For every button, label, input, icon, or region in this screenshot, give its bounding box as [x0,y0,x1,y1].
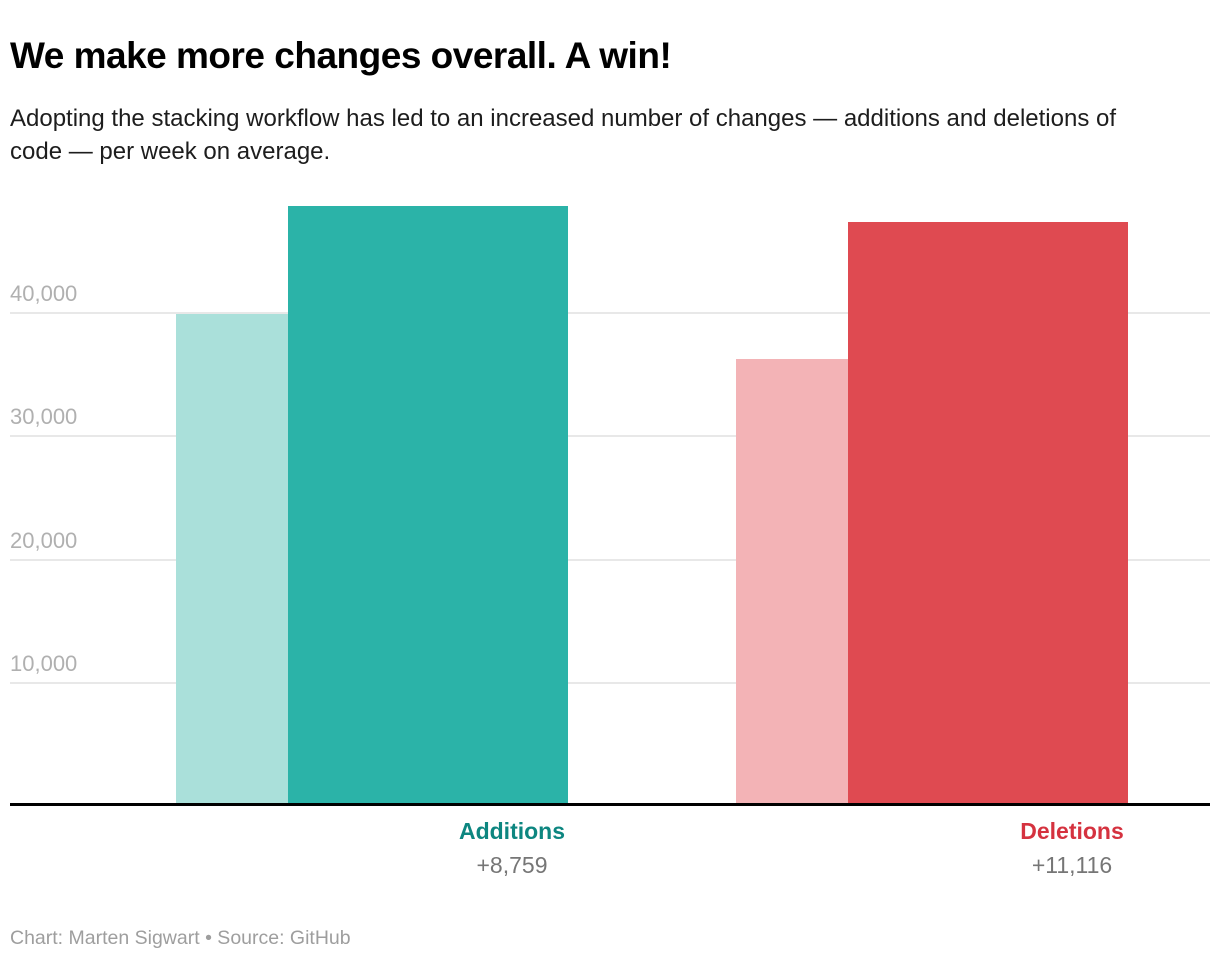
gridline [10,312,1210,314]
y-tick-label: 40,000 [10,281,78,306]
y-tick-label: 30,000 [10,404,78,430]
bar-dark-additions [288,205,568,806]
y-tick-label: 20,000 [10,527,78,553]
chart-title: We make more changes overall. A win! [10,34,672,76]
gridline [10,435,1210,438]
delta-label-deletions: +11,116 [1031,852,1113,878]
category-label-additions: Additions [458,818,566,844]
chart-credit: Chart: Marten Sigwart • Source: GitHub [10,927,351,949]
gridline [10,558,1210,561]
gridline [10,681,1210,684]
bar-dark-deletions [848,222,1128,806]
y-tick-label: 10,000 [10,650,78,676]
x-axis-line [10,803,1210,806]
chart-subtitle: Adopting the stacking workflow has led t… [10,105,1117,165]
delta-label-additions: +8,759 [476,852,548,878]
category-label-deletions: Deletions [1020,818,1124,844]
